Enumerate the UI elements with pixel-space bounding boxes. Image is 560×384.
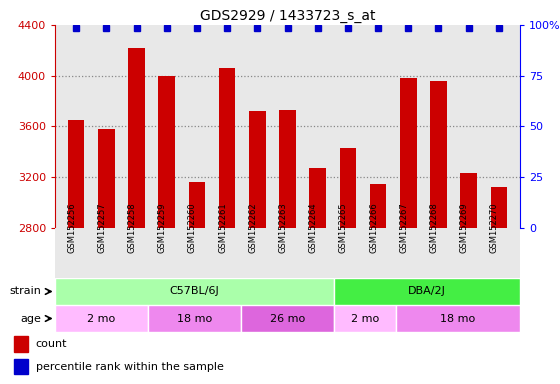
Text: percentile rank within the sample: percentile rank within the sample <box>36 362 223 372</box>
Bar <box>241 305 334 332</box>
Bar <box>279 110 296 228</box>
Bar <box>249 111 265 228</box>
Bar <box>400 78 417 228</box>
Text: 2 mo: 2 mo <box>351 313 379 323</box>
Bar <box>148 305 241 332</box>
Title: GDS2929 / 1433723_s_at: GDS2929 / 1433723_s_at <box>200 8 375 23</box>
Text: 18 mo: 18 mo <box>177 313 212 323</box>
Text: DBA/2J: DBA/2J <box>408 286 446 296</box>
Bar <box>68 120 85 228</box>
Text: 26 mo: 26 mo <box>270 313 305 323</box>
Text: strain: strain <box>9 286 41 296</box>
Bar <box>339 148 356 228</box>
Bar <box>491 187 507 228</box>
Bar <box>55 278 334 305</box>
Text: 2 mo: 2 mo <box>87 313 115 323</box>
Bar <box>309 168 326 228</box>
Bar <box>334 278 520 305</box>
Bar <box>98 129 115 228</box>
Bar <box>14 336 27 352</box>
Bar <box>396 305 520 332</box>
Text: C57BL/6J: C57BL/6J <box>170 286 220 296</box>
Bar <box>189 182 205 228</box>
Bar <box>219 68 235 228</box>
Bar <box>370 184 386 228</box>
Bar <box>55 305 148 332</box>
Bar <box>128 48 145 228</box>
Bar <box>158 76 175 228</box>
Text: 18 mo: 18 mo <box>440 313 475 323</box>
Bar <box>14 359 27 374</box>
Text: count: count <box>36 339 67 349</box>
Bar <box>334 305 396 332</box>
Bar <box>430 81 447 228</box>
Bar <box>460 174 477 228</box>
Text: age: age <box>20 313 41 323</box>
